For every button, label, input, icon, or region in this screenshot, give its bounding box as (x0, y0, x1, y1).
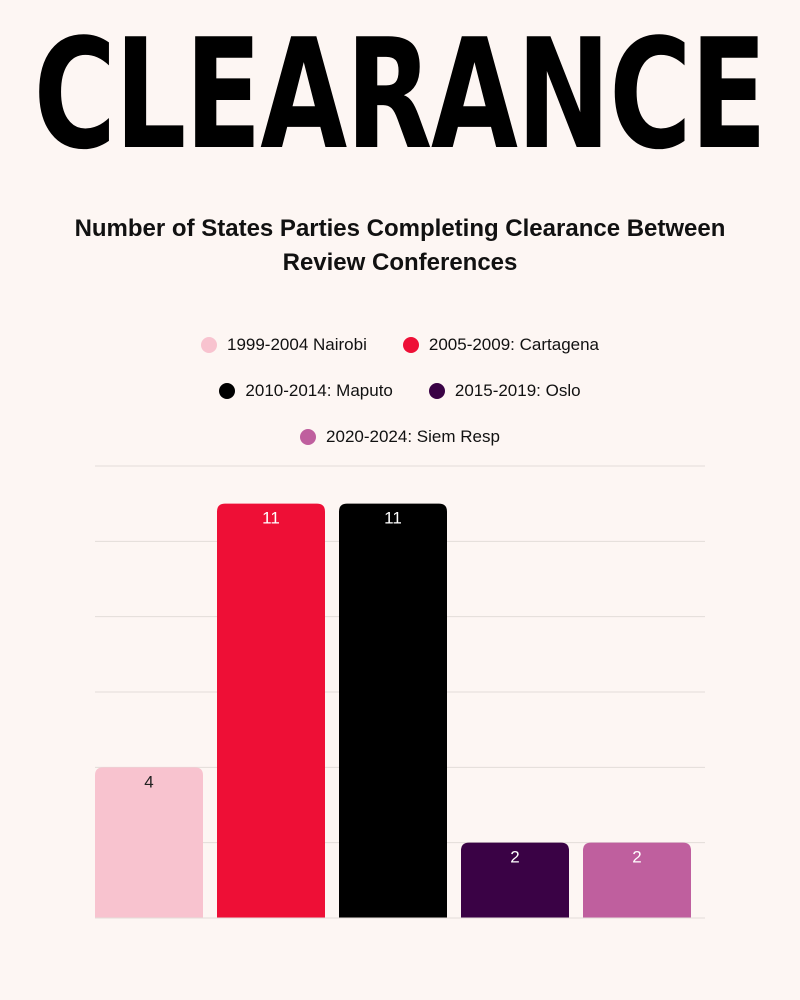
legend-row: 2010-2014: Maputo 2015-2019: Oslo (60, 368, 740, 414)
legend-label-maputo: 2010-2014: Maputo (245, 381, 393, 400)
legend-label-nairobi: 1999-2004 Nairobi (226, 335, 367, 354)
bar-5[interactable] (583, 842, 691, 918)
legend-item-oslo[interactable]: 2015-2019: Oslo (428, 381, 581, 401)
legend-swatch-cartagena (402, 337, 419, 353)
legend-label-oslo: 2015-2019: Oslo (454, 381, 581, 400)
legend-row: 2020-2024: Siem Resp (60, 414, 740, 460)
bar-1[interactable] (95, 767, 203, 918)
legend-row: 1999-2004 Nairobi 2005-2009: Cartagena (60, 322, 740, 368)
legend-swatch-siem-resp (300, 429, 317, 445)
legend-item-siem-resp[interactable]: 2020-2024: Siem Resp (300, 427, 500, 447)
banner: CLEARANCE (0, 0, 800, 190)
legend-item-cartagena[interactable]: 2005-2009: Cartagena (402, 335, 600, 355)
bar-3[interactable] (339, 503, 447, 918)
legend-item-maputo[interactable]: 2010-2014: Maputo (219, 381, 393, 401)
bar-4[interactable] (461, 842, 569, 918)
legend-swatch-maputo (219, 383, 236, 399)
legend-swatch-nairobi (200, 337, 217, 353)
legend-label-siem-resp: 2020-2024: Siem Resp (326, 427, 500, 446)
banner-title: CLEARANCE (34, 6, 767, 183)
bar-value-label-4: 2 (510, 848, 519, 867)
chart-legend: 1999-2004 Nairobi 2005-2009: Cartagena 2… (60, 322, 740, 460)
bar-value-label-2: 11 (262, 509, 280, 528)
legend-item-nairobi[interactable]: 1999-2004 Nairobi (200, 335, 367, 355)
legend-label-cartagena: 2005-2009: Cartagena (428, 335, 600, 354)
bar-value-label-1: 4 (144, 772, 153, 791)
chart-title: Number of States Parties Completing Clea… (74, 215, 726, 276)
legend-swatch-oslo (428, 383, 445, 399)
bar-value-label-3: 11 (384, 509, 402, 528)
bar-2[interactable] (217, 503, 325, 918)
bar-value-label-5: 2 (632, 848, 641, 867)
